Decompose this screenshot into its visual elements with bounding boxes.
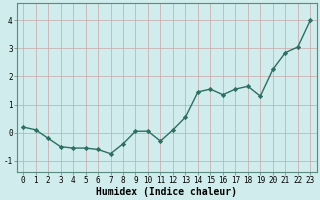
X-axis label: Humidex (Indice chaleur): Humidex (Indice chaleur)	[96, 186, 237, 197]
